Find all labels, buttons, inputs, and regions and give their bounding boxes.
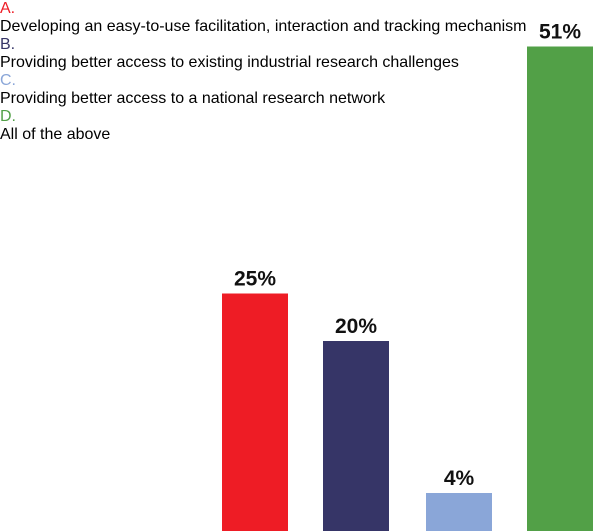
legend-letter: A.	[0, 0, 16, 17]
legend-item: B. Providing better access to existing in…	[0, 36, 527, 72]
legend-letter: C.	[0, 72, 16, 89]
value-label: 51%	[539, 21, 581, 44]
legend-item: C. Providing better access to a national …	[0, 72, 527, 108]
value-label: 4%	[444, 467, 475, 490]
legend-letter: B.	[0, 36, 16, 53]
legend-item: A. Developing an easy-to-use facilitation…	[0, 0, 527, 36]
bar	[222, 293, 288, 531]
bar	[527, 46, 593, 531]
bar	[426, 493, 492, 531]
legend-letter: D.	[0, 108, 16, 125]
bar	[323, 341, 389, 531]
legend-item: D. All of the above	[0, 108, 527, 144]
value-label: 25%	[234, 268, 276, 291]
value-label: 20%	[335, 315, 377, 338]
legend-text: Developing an easy-to-use facilitation, …	[0, 18, 527, 35]
legend: A. Developing an easy-to-use facilitation…	[0, 0, 527, 144]
legend-text: All of the above	[0, 126, 111, 143]
legend-text: Providing better access to a national re…	[0, 90, 386, 107]
legend-text: Providing better access to existing indu…	[0, 54, 459, 71]
